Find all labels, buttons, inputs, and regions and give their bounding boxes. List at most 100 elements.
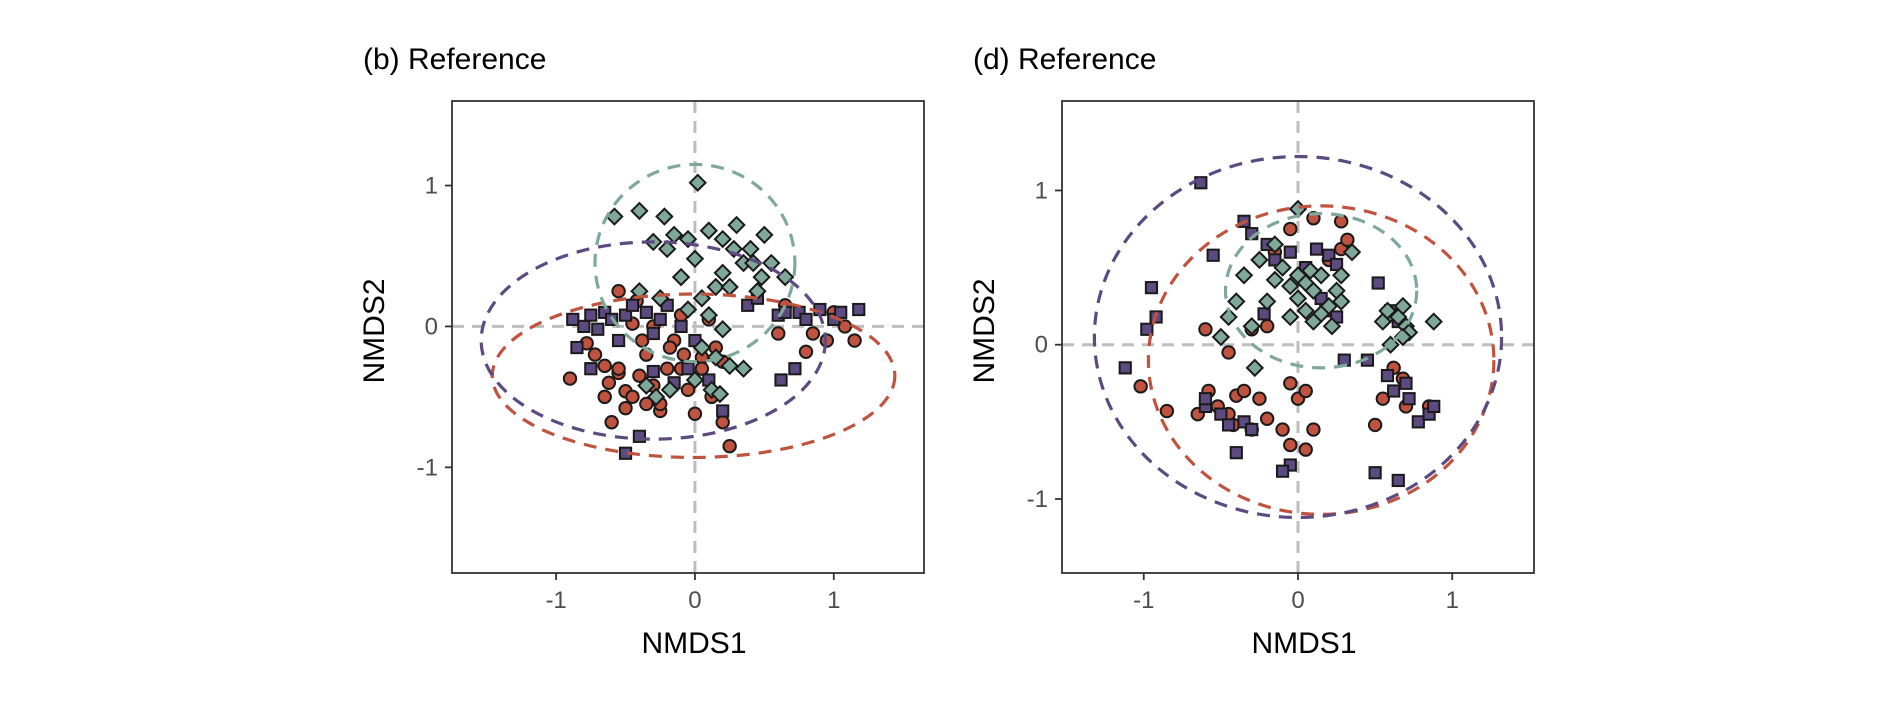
panel-b-circle-point xyxy=(601,375,617,390)
panel-b-x-tick-label: 0 xyxy=(688,587,701,614)
panel-d-square-point xyxy=(1237,415,1251,429)
panel-d-circle-point xyxy=(1298,442,1313,457)
panel-b-circle-point xyxy=(597,358,612,374)
panel-d-circle-point xyxy=(1375,391,1391,406)
panel-d-diamond-point xyxy=(1211,327,1231,347)
panel-b-circle-point xyxy=(659,361,675,376)
panel-b-circle-point xyxy=(680,382,696,398)
panel-d-diamond-point xyxy=(1331,266,1351,285)
panel-d-square-point xyxy=(1329,257,1344,272)
panel-b-title: (b) Reference xyxy=(363,43,546,76)
panel-b-ellipse-3 xyxy=(593,162,797,364)
panel-b-plot-contents xyxy=(452,101,924,573)
panel-b-circle-point xyxy=(676,347,692,362)
panel-b-square-point xyxy=(632,429,647,443)
panel-d-square-point xyxy=(1283,245,1297,259)
panel-d-circle-point xyxy=(1259,411,1275,426)
panel-b-ellipse-1 xyxy=(490,292,897,460)
panel-d-square-point xyxy=(1371,276,1385,290)
panel-b-diamond-point xyxy=(752,267,771,287)
panel-b-circle-point xyxy=(847,333,862,348)
panel-d-y-tick-label: 0 xyxy=(1035,332,1048,359)
panel-d-circle-point xyxy=(1259,319,1275,334)
panel-d-square-point xyxy=(1229,446,1243,460)
panel-b-diamond-point xyxy=(713,263,732,283)
panel-b-square-point xyxy=(646,326,660,341)
panel-b-circle-point xyxy=(715,415,730,430)
panel-b-square-point xyxy=(681,362,695,376)
panel-d-diamond-point xyxy=(1242,316,1261,336)
panel-d-square-point xyxy=(1399,376,1413,390)
panel-d-ellipse-2 xyxy=(1092,154,1504,520)
panel-b-diamond-point xyxy=(706,277,725,297)
panel-d-series-3 xyxy=(1211,199,1443,378)
panel-d-circle-point xyxy=(1252,391,1267,406)
panel-d-square-point xyxy=(1257,307,1271,321)
panel-d-square-point xyxy=(1268,253,1282,267)
panel-b-diamond-point xyxy=(727,215,746,235)
panel-d-diamond-point xyxy=(1273,258,1292,277)
panel-b-x-tick-label: -1 xyxy=(545,587,566,614)
panel-b-square-point xyxy=(577,319,591,334)
panel-b-square-point xyxy=(852,302,866,317)
panel-d-ellipse-3 xyxy=(1223,212,1419,370)
panel-d-square-point xyxy=(1198,392,1213,406)
panel-b-panel-border xyxy=(451,100,925,574)
panel-d-diamond-point xyxy=(1301,261,1320,280)
panel-b-square-point xyxy=(611,333,626,348)
panel-b-circle-point xyxy=(611,284,626,299)
panel-d-diamond-point xyxy=(1393,296,1413,316)
panel-d-circle-point xyxy=(1333,214,1349,229)
panel-d-circle-point xyxy=(1283,221,1298,237)
panel-d-diamond-point xyxy=(1322,316,1342,336)
panel-b-diamond-point xyxy=(685,249,705,269)
panel-b-diamond-point xyxy=(720,356,739,376)
panel-b-diamond-point xyxy=(678,300,698,319)
panel-b-circle-point xyxy=(662,340,678,355)
panel-d-square-point xyxy=(1368,466,1382,480)
panel-d-x-axis-title: NMDS1 xyxy=(1251,627,1356,660)
panel-d-circle-point xyxy=(1236,383,1252,399)
panel-b-diamond-point xyxy=(755,225,774,245)
panel-b-circle-point xyxy=(625,389,640,405)
panel-b-square-point xyxy=(639,305,653,319)
panel-b-square-point xyxy=(774,373,788,387)
panel-d-square-point xyxy=(1118,361,1132,375)
panel-d-diamond-point xyxy=(1265,235,1285,254)
panel-b-circle-point xyxy=(632,368,647,383)
panel-d-square-point xyxy=(1387,384,1401,398)
panel-d-square-point xyxy=(1314,291,1328,306)
panel-b-diamond-point xyxy=(724,239,744,259)
panel-b-square-point xyxy=(653,312,667,326)
panel-d-diamond-point xyxy=(1281,276,1300,296)
panel-d-square-point xyxy=(1309,242,1324,256)
panel-d-diamond-point xyxy=(1288,289,1308,308)
panel-b-diamond-point xyxy=(734,359,753,378)
panel-b-circle-point xyxy=(687,406,703,421)
panel-d-circle-point xyxy=(1298,383,1313,399)
panel-d-square-point xyxy=(1391,473,1405,488)
panel-b-diamond-point xyxy=(744,253,763,273)
panel-d-y-tick-label: 1 xyxy=(1035,177,1048,204)
panel-d-square-point xyxy=(1411,415,1425,429)
panel-d-x-tick-label: 1 xyxy=(1446,587,1459,614)
panel-d-diamond-point xyxy=(1245,358,1265,378)
panel-b-diamond-point xyxy=(630,201,649,221)
panel-d-circle-point xyxy=(1283,376,1298,391)
panel-d-circle-point xyxy=(1340,232,1355,248)
panel-b-square-point xyxy=(584,362,598,376)
panel-b-diamond-point xyxy=(762,253,781,273)
panel-d-diamond-point xyxy=(1234,266,1254,285)
panel-d-plot-contents xyxy=(1062,101,1534,573)
panel-d-square-point xyxy=(1245,422,1259,437)
panel-d-circle-point xyxy=(1275,422,1290,437)
panel-b-square-point xyxy=(788,362,802,376)
panel-b-y-tick-label: 0 xyxy=(425,313,438,340)
panel-d-square-point xyxy=(1402,392,1416,406)
panel-d-diamond-point xyxy=(1304,312,1323,331)
panel-b-diamond-point xyxy=(702,380,721,400)
panel-d-y-tick-label: -1 xyxy=(1027,486,1048,513)
panel-b-circle-point xyxy=(587,347,603,362)
panel-b-circle-point xyxy=(597,389,612,405)
panel-d-square-point xyxy=(1214,407,1228,421)
